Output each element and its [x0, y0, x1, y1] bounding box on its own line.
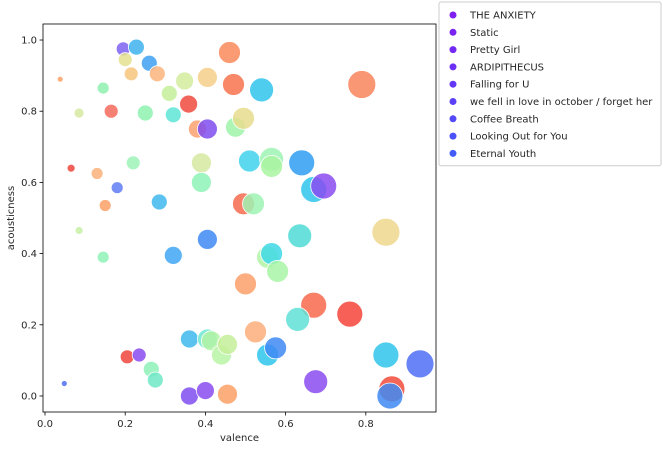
- x-tick-label-1: 0.2: [117, 419, 133, 430]
- data-point-39: [310, 172, 338, 200]
- data-point-70: [372, 341, 400, 369]
- data-point-68: [217, 383, 238, 405]
- data-point-49: [287, 223, 313, 249]
- data-point-17: [196, 118, 218, 140]
- legend-marker-8: [449, 149, 457, 157]
- data-point-23: [347, 70, 377, 99]
- legend-marker-2: [449, 46, 457, 54]
- x-tick-label-3: 0.6: [278, 419, 294, 430]
- y-tick-label-3: 0.6: [21, 178, 37, 189]
- data-point-12: [175, 71, 195, 91]
- data-point-9: [136, 104, 154, 122]
- data-point-72: [376, 382, 404, 410]
- legend-marker-7: [449, 132, 457, 140]
- x-tick-label-0: 0.0: [37, 419, 53, 430]
- legend-label-7: Looking Out for You: [470, 132, 568, 143]
- legend-marker-0: [449, 11, 457, 19]
- legend-label-1: Static: [470, 28, 499, 39]
- legend-label-4: Falling for U: [470, 80, 529, 91]
- data-point-60: [264, 336, 288, 360]
- data-point-67: [195, 381, 215, 401]
- data-point-41: [74, 226, 84, 235]
- x-axis-label: valence: [220, 433, 259, 444]
- data-point-14: [179, 94, 199, 114]
- data-point-65: [60, 380, 68, 387]
- legend-marker-5: [449, 98, 457, 105]
- plot-frame: [42, 23, 437, 413]
- legend-marker-4: [449, 80, 457, 88]
- legend-label-8: Eternal Youth: [470, 149, 536, 160]
- legend-marker-6: [449, 115, 457, 123]
- data-point-44: [196, 228, 218, 250]
- data-point-66: [179, 386, 199, 406]
- data-point-43: [163, 245, 183, 265]
- data-point-10: [148, 65, 166, 83]
- data-point-40: [371, 217, 401, 247]
- data-point-29: [150, 193, 168, 211]
- data-point-16: [196, 67, 218, 88]
- points-layer: [56, 38, 435, 410]
- data-point-6: [96, 81, 110, 95]
- data-point-69: [303, 369, 329, 395]
- legend-label-0: THE ANXIETY: [469, 11, 537, 22]
- data-point-5: [56, 75, 64, 83]
- data-point-3: [117, 52, 133, 67]
- data-point-24: [66, 163, 76, 173]
- data-point-8: [73, 107, 85, 119]
- data-point-64: [146, 371, 164, 389]
- data-point-53: [285, 306, 311, 332]
- data-point-33: [242, 192, 265, 216]
- data-point-62: [131, 347, 147, 363]
- data-point-7: [103, 103, 119, 119]
- data-point-26: [98, 199, 112, 212]
- y-tick-label-0: 0.0: [21, 391, 37, 402]
- x-tick-label-2: 0.4: [197, 419, 213, 430]
- legend-items: THE ANXIETY Static Pretty Girl ARDIPITHECUS…: [449, 11, 653, 160]
- data-point-51: [336, 300, 364, 328]
- data-point-37: [288, 149, 316, 177]
- legend-marker-1: [449, 28, 457, 36]
- data-point-48: [234, 272, 257, 296]
- data-point-52: [244, 320, 267, 344]
- data-point-13: [164, 106, 182, 124]
- data-point-34: [238, 149, 261, 173]
- data-point-11: [160, 85, 178, 102]
- data-point-4: [123, 66, 139, 82]
- legend-label-2: Pretty Girl: [470, 45, 520, 56]
- data-point-36: [260, 154, 284, 178]
- data-point-19: [222, 73, 245, 96]
- data-point-18: [218, 41, 241, 64]
- data-point-28: [125, 155, 141, 171]
- y-tick-label-1: 0.2: [21, 320, 37, 331]
- legend-label-3: ARDIPITHECUS: [470, 62, 544, 73]
- x-tick-label-4: 0.8: [358, 419, 374, 430]
- legend-label-6: Coffee Breath: [470, 114, 539, 125]
- y-axis-label: acousticness: [6, 186, 17, 250]
- data-point-54: [179, 329, 199, 349]
- legend: THE ANXIETY Static Pretty Girl ARDIPITHECUS…: [438, 1, 662, 167]
- y-tick-label-2: 0.4: [21, 249, 37, 260]
- data-point-47: [266, 259, 290, 283]
- data-point-42: [96, 250, 110, 264]
- data-point-21: [232, 106, 255, 130]
- legend-label-5: we fell in love in october / forget her: [470, 97, 653, 108]
- x-axis-ticks: 0.0 0.2 0.4 0.6 0.8: [37, 412, 374, 430]
- data-point-30: [190, 152, 212, 174]
- data-point-1: [127, 38, 145, 56]
- legend-marker-3: [449, 63, 457, 71]
- data-point-58: [217, 333, 238, 355]
- y-tick-label-4: 0.8: [21, 107, 37, 118]
- legend-box: [438, 1, 662, 167]
- data-point-25: [90, 167, 104, 180]
- data-point-22: [249, 77, 275, 103]
- data-point-27: [110, 181, 124, 195]
- data-point-31: [190, 171, 212, 193]
- data-point-73: [405, 349, 435, 379]
- y-axis-ticks: 0.0 0.2 0.4 0.6 0.8 1.0: [21, 36, 43, 402]
- y-tick-label-5: 1.0: [21, 36, 37, 47]
